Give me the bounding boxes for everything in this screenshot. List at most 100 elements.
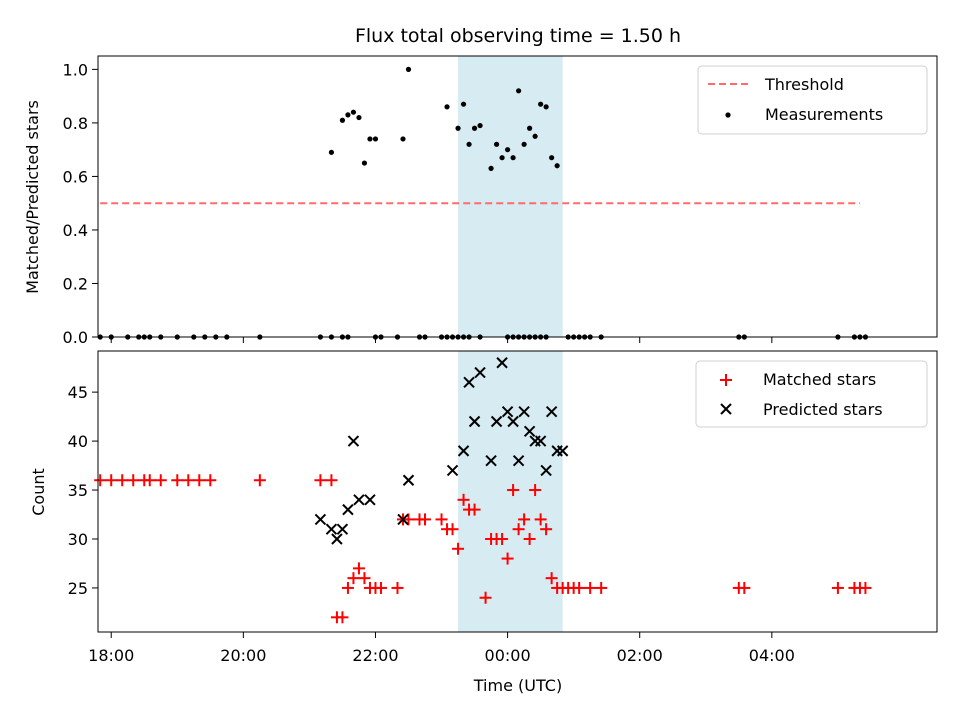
bottom-x-ticks: 18:00 20:00 22:00 00:00 02:00 04:00 — [88, 632, 795, 665]
predicted-star-point — [314, 513, 327, 526]
matched-star-point — [204, 474, 217, 487]
legend-measurements-marker — [725, 112, 731, 118]
predicted-star-point — [534, 435, 547, 447]
measurement-point — [499, 155, 505, 161]
predicted-star-point — [496, 357, 508, 369]
matched-star-point — [496, 532, 509, 545]
x-tick-label: 04:00 — [749, 646, 795, 665]
matched-star-point — [325, 474, 338, 487]
predicted-star-point — [446, 464, 459, 477]
measurement-point — [455, 125, 461, 131]
matched-star-point — [127, 474, 140, 487]
matched-star-point — [154, 474, 167, 487]
legend-measurements-label: Measurements — [765, 105, 883, 124]
matched-star-point — [529, 484, 542, 497]
matched-star-point — [171, 474, 184, 487]
observing-window-band — [458, 56, 563, 337]
bottom-y-axis-label: Count — [29, 468, 48, 516]
measurement-points — [97, 66, 869, 340]
matched-star-point — [545, 572, 558, 585]
matched-star-point — [573, 581, 586, 594]
measurement-point — [339, 117, 346, 123]
legend-predicted-label: Predicted stars — [763, 400, 883, 419]
predicted-star-point — [397, 513, 409, 526]
matched-star-point — [341, 581, 354, 594]
predicted-star-point — [485, 454, 497, 467]
measurement-point — [554, 163, 560, 169]
x-axis-label: Time (UTC) — [473, 676, 562, 695]
predicted-star-point — [457, 445, 470, 457]
measurement-point — [477, 122, 483, 129]
count-points — [94, 357, 872, 624]
predicted-star-point — [463, 376, 475, 389]
legend-predicted-marker — [720, 403, 732, 415]
measurement-point — [488, 165, 494, 171]
predicted-star-point — [556, 445, 569, 457]
x-tick-label: 20:00 — [220, 646, 266, 665]
matched-star-point — [193, 474, 206, 487]
matched-star-point — [452, 542, 465, 555]
predicted-star-point — [364, 494, 376, 506]
measurement-point — [405, 66, 412, 72]
measurement-point — [549, 155, 555, 161]
predicted-star-point — [540, 464, 552, 477]
measurement-point — [510, 155, 516, 161]
measurement-point — [400, 136, 406, 142]
top-y-tick-label: 0.8 — [63, 114, 88, 133]
measurement-point — [372, 136, 379, 142]
observing-window-band-bottom — [458, 351, 563, 632]
predicted-star-point — [336, 523, 349, 535]
legend-threshold-label: Threshold — [764, 75, 844, 94]
matched-star-point — [831, 581, 844, 594]
matched-star-point — [457, 493, 470, 506]
bottom-y-tick-label: 40 — [68, 432, 88, 451]
measurement-point — [504, 147, 511, 153]
matched-star-point — [94, 474, 107, 487]
predicted-star-point — [342, 503, 354, 516]
predicted-star-point — [512, 454, 525, 467]
bottom-legend: Matched stars Predicted stars — [695, 360, 928, 428]
bottom-panel: 25 30 35 40 45 18:00 20:00 22:00 00:00 02:00 04:0… — [29, 350, 938, 695]
top-y-ticks: 0.0 0.2 0.4 0.6 0.8 1.0 — [63, 60, 98, 347]
top-y-axis-label: Matched/Predicted stars — [23, 100, 42, 294]
predicted-star-point — [523, 425, 536, 437]
measurement-point — [356, 114, 362, 121]
top-y-tick-label: 0.6 — [63, 167, 88, 186]
matched-star-point — [540, 523, 553, 536]
measurement-point — [471, 125, 478, 131]
matched-star-point — [501, 552, 514, 565]
matched-star-point — [143, 474, 156, 487]
predicted-star-point — [490, 415, 503, 428]
x-tick-label: 02:00 — [617, 646, 663, 665]
top-legend-box — [697, 65, 928, 135]
bottom-y-tick-label: 25 — [68, 579, 88, 598]
bottom-y-tick-label: 30 — [68, 530, 88, 549]
matched-star-point — [584, 581, 597, 594]
bottom-y-ticks: 25 30 35 40 45 — [68, 383, 98, 598]
measurement-point — [516, 88, 522, 94]
top-y-tick-label: 0.4 — [63, 221, 88, 240]
top-legend: Threshold Measurements — [697, 65, 928, 135]
predicted-star-point — [507, 415, 519, 428]
matched-star-point — [374, 581, 387, 594]
matched-star-point — [391, 581, 404, 594]
matched-star-point — [534, 513, 547, 526]
matched-star-point — [479, 591, 492, 604]
measurement-point — [460, 101, 467, 107]
measurement-point — [493, 141, 500, 147]
measurement-point — [538, 101, 544, 107]
measurement-point — [328, 149, 335, 155]
matched-star-point — [446, 523, 459, 536]
matched-star-point — [253, 474, 266, 487]
top-axes-frame — [97, 55, 938, 338]
matched-star-point — [523, 532, 536, 545]
predicted-star-point — [474, 366, 486, 379]
predicted-star-point — [347, 435, 360, 447]
x-tick-label: 00:00 — [485, 646, 531, 665]
x-tick-label: 22:00 — [352, 646, 398, 665]
predicted-star-point — [468, 415, 481, 428]
measurement-point — [466, 141, 472, 147]
matched-star-point — [419, 513, 432, 526]
legend-matched-label: Matched stars — [763, 370, 876, 389]
